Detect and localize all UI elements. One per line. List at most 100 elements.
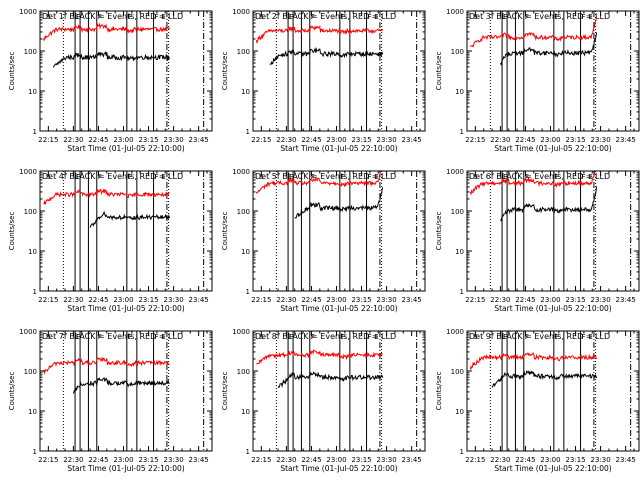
marker-label: F [525,13,529,21]
x-tick-label: 22:45 [301,296,321,304]
plot-frame [466,170,640,292]
x-tick-label: 23:15 [138,136,158,144]
x-axis-label: Start Time (01-Jul-05 22:10:00) [494,144,611,153]
lld-series-line [43,188,170,205]
plot-frame [39,170,213,292]
plot-frame [252,330,426,452]
y-tick-label: 1 [33,448,37,456]
y-tick-label: 10 [28,88,37,96]
x-axis-label: Start Time (01-Jul-05 22:10:00) [67,144,184,153]
x-axis-label: Start Time (01-Jul-05 22:10:00) [67,304,184,313]
x-tick-label: 23:45 [189,296,209,304]
marker-label: F [155,333,159,341]
x-axis-label: Start Time (01-Jul-05 22:10:00) [280,304,397,313]
y-axis-label: Counts/sec [435,372,443,411]
y-tick-label: 1 [246,448,250,456]
marker-label: S [259,173,264,181]
marker-label: F [128,13,132,21]
marker-label: F [525,173,529,181]
x-tick-label: 23:30 [376,456,396,464]
marker-lines [275,11,418,131]
marker-label: S [46,333,51,341]
marker-label: F [503,333,507,341]
x-tick-label: 22:15 [465,456,485,464]
marker-label: E [588,333,592,341]
plot-frame [466,330,640,452]
x-tick-label: 23:45 [616,136,636,144]
x-tick-label: 22:15 [251,296,271,304]
y-tick-label: 10 [455,248,464,256]
marker-label: S [473,333,478,341]
x-tick-label: 22:45 [88,456,108,464]
marker-label: E [588,13,592,21]
marker-label: E [374,173,378,181]
y-tick-label: 1 [460,288,464,296]
x-tick-label: 22:45 [515,296,535,304]
x-tick-label: 23:00 [326,296,346,304]
x-tick-label: 22:30 [63,456,83,464]
marker-label: E [588,173,592,181]
x-tick-label: 22:30 [276,296,296,304]
y-tick-label: 10 [241,248,250,256]
y-tick-label: 100 [24,368,37,376]
events-series-line [500,186,598,222]
panel-title: Det 7f BLACK = Events, RED = LLD [42,332,183,341]
marker-label: E [374,333,378,341]
marker-label: F [311,333,315,341]
events-series-line [52,50,171,68]
marker-label: F [341,13,345,21]
marker-label: S [46,173,51,181]
marker-lines [275,331,418,451]
x-tick-label: 23:30 [590,456,610,464]
y-tick-label: 10 [455,88,464,96]
events-series-line [491,369,598,388]
x-tick-label: 22:30 [276,136,296,144]
y-tick-label: 10 [28,408,37,416]
events-series-line [72,376,170,394]
marker-label: F [582,13,586,21]
panel-title: Det 6f BLACK = Events, RED = LLD [469,172,610,181]
marker-label: S [259,13,264,21]
x-tick-label: 22:15 [465,296,485,304]
y-axis-label: Counts/sec [8,212,16,251]
lld-series-line [469,171,596,196]
marker-label: F [128,333,132,341]
y-tick-label: 1000 [232,328,250,336]
marker-label: F [289,13,293,21]
marker-label: F [76,13,80,21]
y-tick-label: 1000 [19,328,37,336]
x-tick-label: 23:30 [163,296,183,304]
x-tick-label: 23:15 [351,296,371,304]
x-tick-label: 23:00 [113,456,133,464]
x-tick-label: 23:45 [616,456,636,464]
x-tick-label: 23:15 [565,456,585,464]
x-tick-label: 23:30 [376,136,396,144]
marker-label: F [98,173,102,181]
marker-label: F [76,333,80,341]
x-axis-label: Start Time (01-Jul-05 22:10:00) [280,464,397,473]
x-axis-label: Start Time (01-Jul-05 22:10:00) [494,464,611,473]
panel-title: Det 9f BLACK = Events, RED = LLD [469,332,610,341]
marker-label: F [582,173,586,181]
x-axis-label: Start Time (01-Jul-05 22:10:00) [280,144,397,153]
y-tick-label: 1000 [446,168,464,176]
y-tick-label: 1 [460,448,464,456]
plot-frame [252,10,426,132]
panel-title: Det 2f BLACK = Events, RED = LLD [255,12,396,21]
x-tick-label: 23:00 [540,456,560,464]
events-series-line [269,46,384,66]
lld-series-line [256,349,383,365]
lld-series-line [469,16,598,48]
marker-label: F [555,333,559,341]
x-tick-label: 23:00 [326,456,346,464]
marker-lines [62,331,205,451]
marker-label: S [473,13,478,21]
marker-label: F [503,173,507,181]
marker-label: F [98,333,102,341]
marker-label: F [311,13,315,21]
plot-frame [252,170,426,292]
x-tick-label: 23:45 [189,136,209,144]
panel-title: Det 1f BLACK = Events, RED = LLD [42,12,183,21]
